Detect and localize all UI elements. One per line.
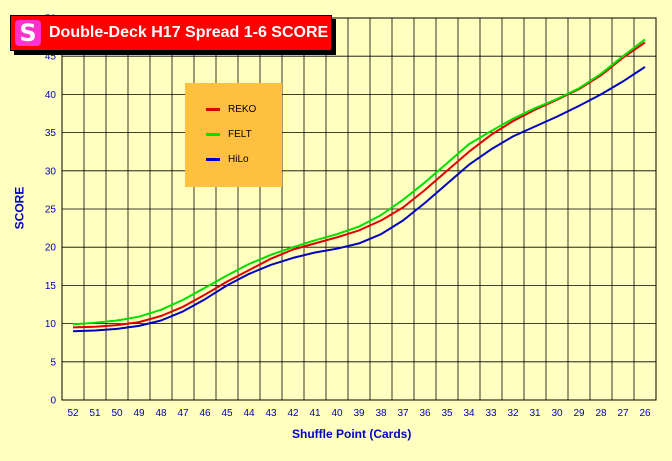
y-tick-label: 20 (45, 243, 57, 254)
x-tick-label: 44 (243, 408, 255, 419)
y-tick-label: 15 (45, 281, 57, 292)
x-tick-label: 27 (617, 408, 629, 419)
x-tick-label: 33 (485, 408, 497, 419)
y-axis-title: SCORE (12, 186, 27, 230)
series-line-hilo (72, 66, 646, 333)
legend-label-hilo: HiLo (228, 153, 249, 165)
x-axis-ticks: 52 51 50 49 48 47 46 45 44 43 42 41 40 39 38 37 36 35 34 33… (67, 408, 651, 419)
legend-swatch-reko (206, 107, 220, 111)
y-tick-label: 0 (50, 396, 56, 407)
plot-area-border (61, 17, 657, 401)
series-lines (72, 38, 646, 333)
x-axis-title: Shuffle Point (Cards) (292, 427, 412, 441)
y-tick-label: 40 (45, 90, 57, 101)
y-tick-label: 35 (45, 128, 57, 139)
x-tick-label: 38 (375, 408, 387, 419)
x-tick-label: 34 (463, 408, 475, 419)
x-tick-label: 40 (331, 408, 343, 419)
x-tick-label: 36 (419, 408, 431, 419)
x-tick-label: 32 (507, 408, 519, 419)
x-tick-label: 50 (111, 408, 123, 419)
x-tick-label: 46 (199, 408, 211, 419)
logo-icon: S (15, 20, 41, 46)
x-tick-label: 45 (221, 408, 233, 419)
x-tick-label: 35 (441, 408, 453, 419)
x-tick-label: 47 (177, 408, 189, 419)
x-tick-label: 39 (353, 408, 365, 419)
x-tick-label: 52 (67, 408, 79, 419)
x-tick-label: 29 (573, 408, 585, 419)
legend: REKO FELT HiLo (185, 83, 282, 187)
y-tick-label: 25 (45, 205, 57, 216)
y-tick-label: 30 (45, 166, 57, 177)
legend-swatch-hilo (206, 157, 220, 161)
chart-title-box: S Double-Deck H17 Spread 1-6 SCORE (10, 15, 332, 51)
x-tick-label: 51 (89, 408, 101, 419)
y-tick-label: 45 (45, 52, 57, 63)
legend-swatch-felt (206, 132, 220, 136)
chart-title: Double-Deck H17 Spread 1-6 SCORE (49, 24, 329, 41)
legend-label-reko: REKO (228, 103, 257, 115)
y-tick-label: 5 (50, 357, 56, 368)
y-tick-label: 10 (45, 319, 57, 330)
x-tick-label: 42 (287, 408, 299, 419)
legend-item-hilo: HiLo (206, 152, 249, 166)
y-axis-ticks: 05101520253035404550 (45, 14, 57, 407)
series-line-felt (72, 38, 646, 326)
x-tick-label: 43 (265, 408, 277, 419)
legend-label-felt: FELT (228, 128, 252, 140)
x-tick-label: 41 (309, 408, 321, 419)
x-tick-label: 31 (529, 408, 541, 419)
x-tick-label: 48 (155, 408, 167, 419)
legend-item-felt: FELT (206, 127, 252, 141)
x-tick-label: 28 (595, 408, 607, 419)
x-tick-label: 30 (551, 408, 563, 419)
x-tick-label: 37 (397, 408, 409, 419)
x-tick-label: 49 (133, 408, 145, 419)
x-tick-label: 26 (639, 408, 651, 419)
legend-item-reko: REKO (206, 102, 256, 116)
